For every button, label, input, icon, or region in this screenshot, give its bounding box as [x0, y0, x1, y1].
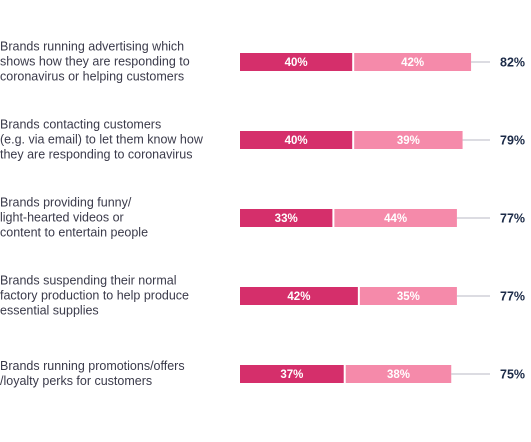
- category-label: Brands running advertising which: [0, 39, 184, 53]
- category-label: Brands contacting customers: [0, 117, 161, 131]
- bar-segment: [240, 131, 353, 149]
- bar-segment: [240, 209, 333, 227]
- category-label: content to entertain people: [0, 225, 148, 239]
- total-label: 79%: [500, 133, 525, 147]
- category-label: Brands providing funny/: [0, 195, 132, 209]
- bar-segment: [240, 53, 353, 71]
- total-label: 75%: [500, 367, 525, 381]
- bar-segment: [240, 365, 344, 383]
- total-label: 77%: [500, 211, 525, 225]
- bar-segment: [345, 365, 452, 383]
- value-label: 39%: [397, 135, 420, 147]
- category-label: shows how they are responding to: [0, 54, 190, 68]
- bar-segment: [354, 53, 472, 71]
- category-label: (e.g. via email) to let them know how: [0, 132, 204, 146]
- total-label: 77%: [500, 289, 525, 303]
- category-label: coronavirus or helping customers: [0, 69, 184, 83]
- value-label: 40%: [285, 135, 308, 147]
- bar-segment: [359, 287, 457, 305]
- value-label: 37%: [280, 369, 303, 381]
- category-label: light-hearted videos or: [0, 210, 124, 224]
- total-label: 82%: [500, 55, 525, 69]
- category-label: they are responding to coronavirus: [0, 147, 192, 161]
- value-label: 35%: [397, 291, 420, 303]
- category-label: essential supplies: [0, 303, 99, 317]
- value-label: 42%: [401, 57, 424, 69]
- bar-segment: [354, 131, 463, 149]
- value-label: 42%: [287, 291, 310, 303]
- value-label: 38%: [387, 369, 410, 381]
- bar-segment: [240, 287, 358, 305]
- category-label: factory production to help produce: [0, 288, 189, 302]
- category-label: /loyalty perks for customers: [0, 374, 152, 388]
- value-label: 40%: [285, 57, 308, 69]
- value-label: 44%: [384, 213, 407, 225]
- category-label: Brands running promotions/offers: [0, 359, 185, 373]
- category-label: Brands suspending their normal: [0, 273, 177, 287]
- bar-segment: [334, 209, 457, 227]
- value-label: 33%: [275, 213, 298, 225]
